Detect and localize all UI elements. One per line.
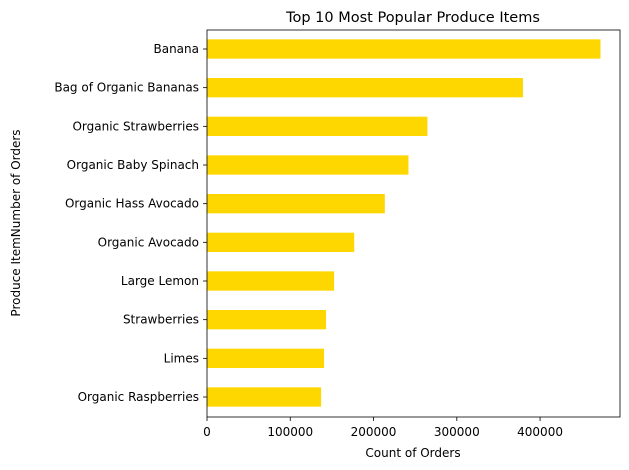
x-axis-ticks: 0 100000 200000 300000 400000 <box>203 417 563 439</box>
x-tick-label: 300000 <box>434 425 480 439</box>
bar-organic-strawberries <box>207 116 428 136</box>
x-tick-label: 400000 <box>517 425 563 439</box>
y-tick-label: Organic Strawberries <box>72 119 199 133</box>
y-tick-label: Strawberries <box>123 313 199 327</box>
x-tick-label: 0 <box>203 425 211 439</box>
y-tick-label: Large Lemon <box>121 274 199 288</box>
plot-frame <box>206 29 621 418</box>
y-axis-ticks: Banana Bag of Organic Bananas Organic Stra… <box>54 42 207 404</box>
x-tick-label: 100000 <box>267 425 313 439</box>
chart-title: Top 10 Most Popular Produce Items <box>285 10 540 26</box>
y-tick-label: Bag of Organic Bananas <box>54 81 199 95</box>
x-tick-label: 200000 <box>351 425 397 439</box>
bar-limes <box>207 348 325 368</box>
bar-banana <box>207 39 601 59</box>
y-tick-label: Banana <box>153 42 199 56</box>
x-axis-label: Count of Orders <box>365 446 460 460</box>
y-tick-label: Organic Hass Avocado <box>65 197 199 211</box>
y-tick-label: Organic Avocado <box>98 235 199 249</box>
bar-large-lemon <box>207 271 335 291</box>
bar-strawberries <box>207 310 327 330</box>
y-tick-label: Limes <box>164 351 199 365</box>
bar-bag-of-organic-bananas <box>207 78 523 98</box>
bar-organic-raspberries <box>207 387 322 407</box>
bar-organic-avocado <box>207 232 355 252</box>
y-axis-label: Produce ItemNumber of Orders <box>9 129 23 316</box>
bar-organic-baby-spinach <box>207 155 409 175</box>
bars-group <box>207 39 601 407</box>
bar-organic-hass-avocado <box>207 194 385 214</box>
y-tick-label: Organic Baby Spinach <box>67 158 199 172</box>
y-tick-label: Organic Raspberries <box>78 390 199 404</box>
